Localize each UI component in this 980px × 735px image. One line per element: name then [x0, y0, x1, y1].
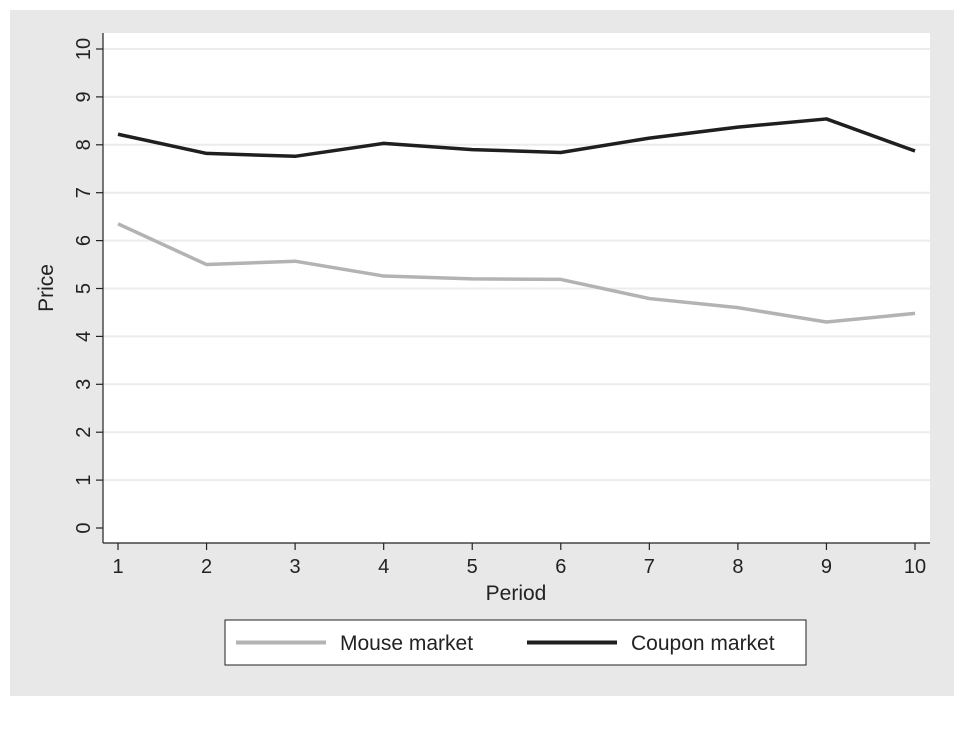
legend-label-coupon-market: Coupon market [631, 632, 775, 655]
x-tick-label: 7 [644, 556, 655, 578]
y-axis-title: Price [35, 264, 58, 312]
y-tick-label: 5 [73, 283, 95, 294]
y-tick-label: 1 [73, 475, 95, 486]
y-tick-label: 8 [73, 139, 95, 150]
x-tick-label: 8 [732, 556, 743, 578]
legend-box [224, 619, 807, 666]
legend-label-mouse-market: Mouse market [340, 632, 473, 655]
y-tick-label: 9 [73, 91, 95, 102]
y-tick-label: 4 [73, 331, 95, 342]
y-tick-label: 7 [73, 187, 95, 198]
x-tick-label: 5 [467, 556, 478, 578]
y-tick-label: 3 [73, 379, 95, 390]
y-axis: 0 1 2 3 4 5 6 7 8 9 10 [73, 33, 104, 543]
y-tick-label: 10 [73, 38, 95, 60]
y-tick-label: 6 [73, 235, 95, 246]
x-tick-label: 1 [112, 556, 123, 578]
x-tick-label: 4 [378, 556, 389, 578]
x-tick-label: 9 [821, 556, 832, 578]
series-line-mouse-market [117, 222, 916, 324]
x-tick-label: 6 [555, 556, 566, 578]
y-tick-label: 0 [73, 522, 95, 533]
x-axis-title: Period [486, 582, 547, 605]
gridlines [103, 48, 930, 482]
x-tick-label: 2 [201, 556, 212, 578]
y-tick-label: 2 [73, 427, 95, 438]
legend: Mouse market Coupon market [224, 619, 807, 666]
series-line-coupon-market [117, 117, 916, 159]
x-tick-label: 10 [904, 556, 926, 578]
series-layer [117, 117, 916, 324]
x-tick-label: 3 [290, 556, 301, 578]
x-axis: 1 2 3 4 5 6 7 8 9 10 [103, 542, 930, 578]
